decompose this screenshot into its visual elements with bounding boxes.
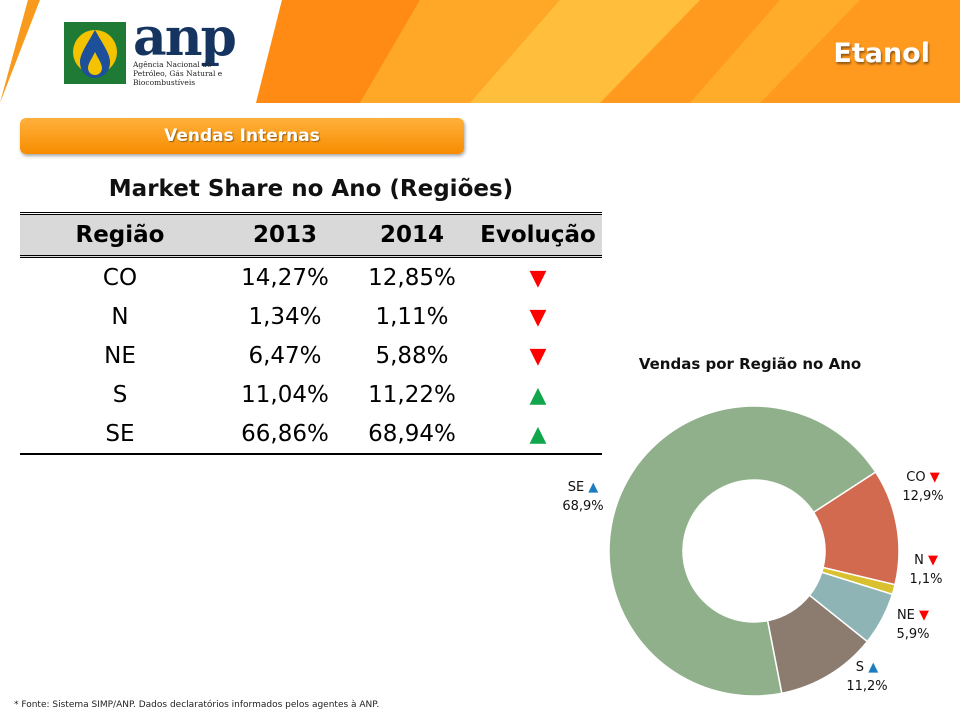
arrow-down-icon: ▼ — [529, 343, 547, 369]
cell-2013: 11,04% — [241, 381, 329, 408]
cell-2014: 68,94% — [350, 414, 474, 455]
footnote: * Fonte: Sistema SIMP/ANP. Dados declara… — [14, 700, 380, 710]
label-category: SE — [567, 480, 585, 495]
header-2014: 2014 — [350, 212, 474, 258]
arrow-down-icon: ▼ — [529, 304, 547, 330]
label-value: 5,9% — [896, 627, 930, 642]
cell-2013: 6,47% — [248, 342, 322, 369]
anp-logo-mark — [64, 22, 126, 84]
header-evolucao: Evolução — [474, 212, 602, 258]
anp-logo-text: anp — [133, 7, 237, 68]
data-label-ne: NE ▼ 5,9% — [880, 606, 946, 644]
cell-region: NE — [104, 342, 136, 369]
section-bar: Vendas Internas — [20, 118, 464, 154]
slice-se — [608, 405, 877, 697]
header-banner: anp Agência Nacional do Petróleo, Gás Na… — [0, 0, 960, 103]
label-category: N — [914, 553, 924, 568]
label-value: 68,9% — [562, 499, 604, 514]
cell-2014: 5,88% — [375, 342, 449, 369]
anp-logo-subtitle: Agência Nacional do Petróleo, Gás Natura… — [133, 60, 223, 87]
arrow-up-icon: ▲ — [529, 382, 547, 408]
label-value: 12,9% — [902, 489, 944, 504]
cell-region: S — [112, 381, 128, 408]
data-label-n: N ▼ 1,1% — [896, 551, 956, 589]
cell-2014: 11,22% — [368, 381, 456, 408]
cell-region: SE — [20, 414, 220, 455]
table-row: SE 66,86% 68,94% ▲ — [20, 414, 602, 455]
label-category: S — [855, 660, 865, 675]
cell-region: CO — [102, 264, 138, 291]
page-title: Etanol — [833, 38, 930, 69]
table-row: N 1,34% 1,11% ▼ — [20, 297, 602, 336]
label-value: 11,2% — [846, 679, 888, 694]
header-background — [0, 0, 960, 103]
cell-region: N — [111, 303, 129, 330]
arrow-down-icon: ▼ — [919, 608, 930, 623]
chart-title: Vendas por Região no Ano — [638, 355, 862, 373]
arrow-up-icon: ▲ — [529, 421, 547, 447]
header-2013: 2013 — [220, 212, 350, 258]
data-label-se: SE ▲ 68,9% — [550, 478, 616, 516]
label-category: CO — [906, 470, 926, 485]
cell-2014: 1,11% — [375, 303, 449, 330]
label-category: NE — [896, 608, 915, 623]
data-label-s: S ▲ 11,2% — [834, 658, 900, 696]
table-header-row: Região 2013 2014 Evolução — [20, 212, 602, 258]
table-row: CO 14,27% 12,85% ▼ — [20, 257, 602, 298]
table-row: S 11,04% 11,22% ▲ — [20, 375, 602, 414]
arrow-down-icon: ▼ — [927, 553, 938, 568]
header-regiao: Região — [20, 212, 220, 258]
arrow-up-icon: ▲ — [868, 660, 879, 675]
arrow-up-icon: ▲ — [588, 480, 599, 495]
cell-2014: 12,85% — [368, 264, 456, 291]
table-title: Market Share no Ano (Regiões) — [108, 176, 514, 202]
label-value: 1,1% — [909, 572, 943, 587]
cell-2013: 1,34% — [248, 303, 322, 330]
data-label-co: CO ▼ 12,9% — [888, 468, 958, 506]
table-row: NE 6,47% 5,88% ▼ — [20, 336, 602, 375]
market-share-table: Região 2013 2014 Evolução CO 14,27% 12,8… — [20, 212, 602, 455]
arrow-down-icon: ▼ — [929, 470, 940, 485]
cell-2013: 66,86% — [220, 414, 350, 455]
arrow-down-icon: ▼ — [529, 265, 547, 291]
section-label: Vendas Internas — [164, 126, 320, 146]
cell-2013: 14,27% — [241, 264, 329, 291]
